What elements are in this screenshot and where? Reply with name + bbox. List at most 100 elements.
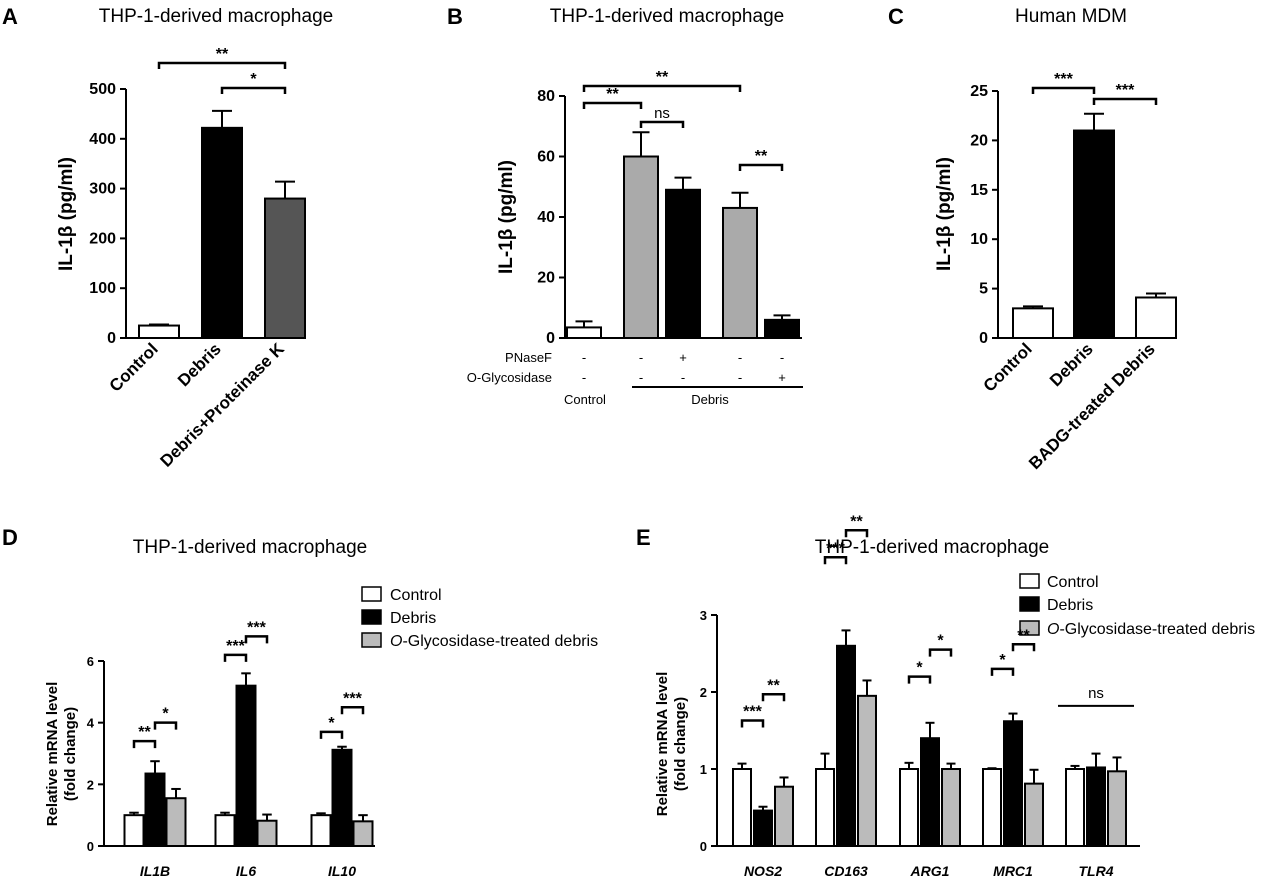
panel-d-y-axis-label-line2: (fold change) [62, 707, 79, 801]
panel-c-bar [1012, 307, 1054, 339]
panel-b-title: THP-1-derived macrophage [550, 6, 784, 27]
panel-b-y-axis-label: IL-1β (pg/ml) [496, 160, 517, 274]
panel-b-significance-label: ** [656, 69, 669, 86]
panel-e-significance-label: * [916, 660, 923, 677]
panel-e-category-label: NOS2 [744, 863, 782, 878]
panel-d-category-label: IL6 [236, 863, 256, 878]
panel-b-y-tick-label: 40 [537, 209, 555, 226]
panel-e-legend: Control Debris O-Glycosidase-treated deb… [1019, 573, 1255, 638]
panel-b-bar [722, 206, 758, 339]
panel-e-y-tick-label: 3 [700, 608, 707, 623]
panel-c-significance-label: *** [1116, 82, 1135, 99]
panel-a-significance-label: * [250, 71, 257, 88]
panel-a-letter: A [2, 4, 18, 29]
panel-d-significance-label: *** [226, 638, 245, 655]
panel-d-significance-label: * [162, 706, 169, 723]
panel-e-significance-label: ** [1017, 627, 1030, 644]
panel-e-significance-bracket [907, 675, 932, 684]
panel-e-2-bar [1107, 770, 1127, 847]
panel-d: D THP-1-derived macrophage Relative mRNA… [2, 525, 598, 878]
panel-b-significance-label: ns [654, 105, 670, 122]
panel-e-ns-label: ns [1088, 685, 1104, 702]
panel-e-legend-label-debris: Debris [1047, 597, 1093, 614]
panel-e-1-bar [836, 644, 856, 847]
panel-b-y-tick-label: 20 [537, 270, 555, 287]
panel-d-legend-swatch-control [361, 586, 382, 602]
panel-a-category-label: Debris [174, 339, 225, 390]
panel-b-treatment-mark: - [582, 350, 586, 365]
panel-b-significance-label: ** [606, 86, 619, 103]
panel-e-legend-swatch-o-glycosidase [1019, 620, 1040, 636]
panel-b-y-tick-label: 60 [537, 149, 555, 166]
panel-c-y-tick-label: 0 [979, 330, 988, 347]
panel-e-y-axis-label-line1: Relative mRNA level [654, 672, 671, 817]
panel-e-letter: E [636, 525, 651, 550]
panel-c-y-tick-label: 10 [970, 231, 988, 248]
panel-e-significance-label: ** [850, 513, 863, 530]
panel-d-significance-label: ** [138, 724, 151, 741]
panel-d-category-label: IL1B [140, 863, 170, 878]
panel-e-y-tick-label: 2 [700, 685, 707, 700]
panel-e-significance-bracket [823, 556, 848, 565]
panel-c-significance-bracket [1092, 97, 1158, 105]
panel-e-legend-swatch-debris [1019, 596, 1040, 612]
panel-e-significance-bracket [761, 693, 786, 702]
panel-b-group-label-debris: Debris [691, 392, 729, 407]
panel-d-y-axis-label-line1: Relative mRNA level [44, 682, 61, 827]
panel-d-1-bar [235, 684, 257, 848]
panel-e-significance-bracket [1011, 643, 1036, 652]
panel-c-significance-bracket [1031, 86, 1096, 94]
panel-e-significance-label: * [999, 652, 1006, 669]
panel-c-bar [1073, 129, 1115, 339]
panel-d-0-bar [214, 814, 236, 848]
panel-c-category-label: BADG-treated Debris [1025, 339, 1159, 473]
panel-d-letter: D [2, 525, 18, 550]
panel-e-1-bar [753, 809, 773, 848]
panel-b-treatment-mark: - [582, 370, 586, 385]
panel-e-legend-swatch-control [1019, 573, 1040, 589]
panel-d-significance-bracket [340, 706, 365, 715]
panel-d-2-bar [352, 820, 374, 847]
panel-b-significance-bracket [639, 120, 685, 128]
panel-d-significance-bracket [244, 635, 269, 644]
panel-b-treatment-mark: + [778, 370, 786, 385]
panel-d-significance-bracket [319, 730, 344, 739]
panel-b-significance-bracket [582, 84, 742, 92]
panel-d-1-bar [331, 748, 353, 847]
panel-e-1-bar [1003, 720, 1023, 848]
panel-e-2-bar [941, 768, 961, 847]
panel-b-treatment-mark: - [639, 370, 643, 385]
panel-d-significance-label: *** [343, 690, 362, 707]
panel-b-treatment-mark: - [738, 370, 742, 385]
panel-a-y-tick-label: 200 [89, 230, 116, 247]
panel-e-significance-label: * [937, 633, 944, 650]
panel-a-significance-label: ** [216, 46, 229, 63]
panel-c-y-axis-label: IL-1β (pg/ml) [934, 157, 955, 271]
panel-b: B THP-1-derived macrophage IL-1β (pg/ml)… [447, 4, 803, 407]
panel-d-2-bar [165, 797, 187, 847]
panel-d-0-bar [310, 814, 332, 848]
panel-e-0-bar [815, 768, 835, 847]
panel-d-y-tick-label: 0 [87, 839, 94, 854]
panel-a-plot: 0 100 200 300 400 500 Control DebrisDebris+Prot… [89, 46, 306, 471]
panel-d-significance-bracket [153, 721, 178, 730]
panel-e-category-label: ARG1 [910, 863, 950, 878]
panel-a-y-axis-label: IL-1β (pg/ml) [56, 157, 77, 271]
panel-a-category-label: Control [106, 339, 162, 395]
panel-e-significance-bracket [990, 667, 1015, 676]
panel-a-y-tick-label: 100 [89, 280, 116, 297]
panel-a-y-tick-label: 500 [89, 81, 116, 98]
panel-b-significance-bracket [738, 163, 784, 171]
panel-c-bar [1135, 296, 1177, 340]
panel-d-legend-label-o-glycosidase: O-Glycosidase-treated debris [390, 633, 598, 650]
panel-b-bar [623, 155, 659, 339]
panel-c-y-tick-label: 20 [970, 132, 988, 149]
panel-e-significance-bracket [928, 648, 953, 657]
panel-d-significance-label: * [328, 715, 335, 732]
panel-e-0-bar [899, 768, 919, 847]
panel-b-treatment-mark: - [639, 350, 643, 365]
panel-e-significance-label: *** [826, 540, 845, 557]
